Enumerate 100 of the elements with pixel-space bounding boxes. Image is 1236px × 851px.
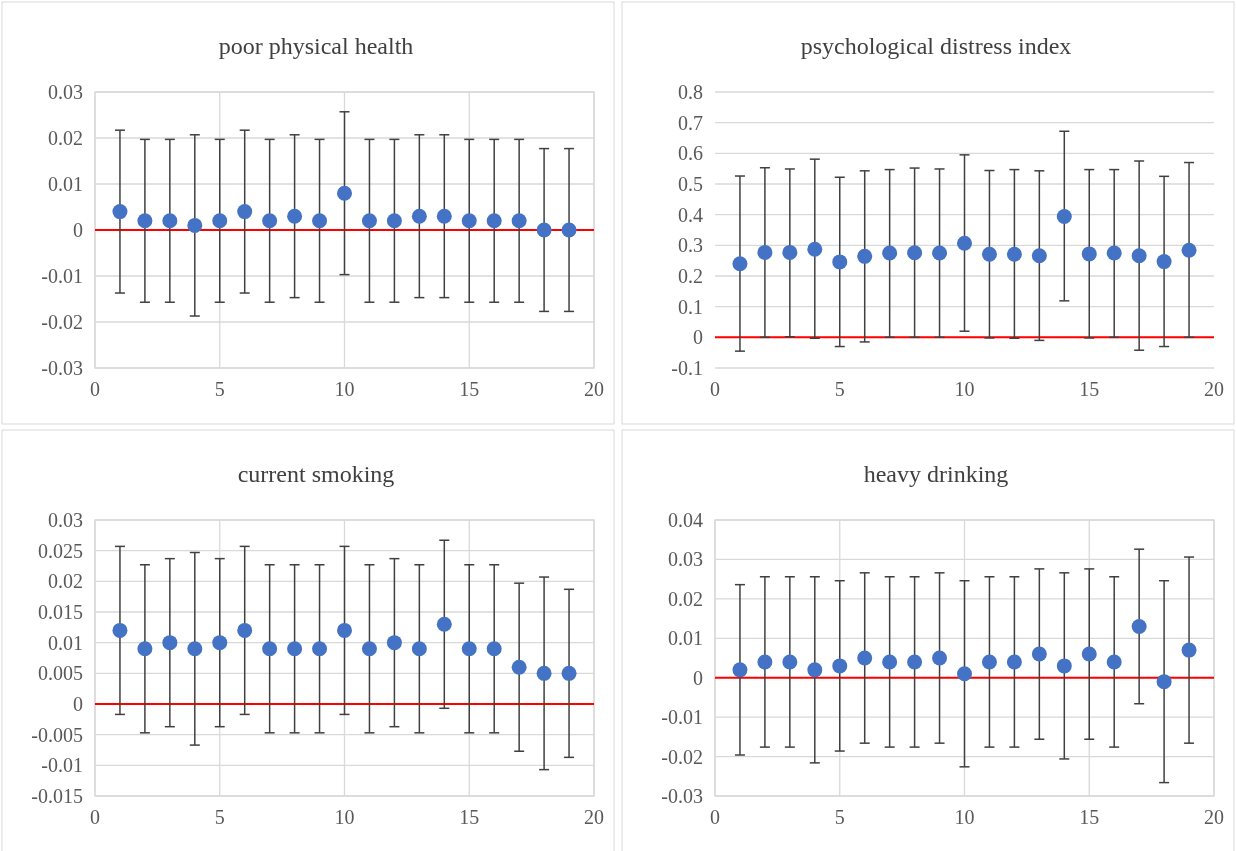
point — [137, 641, 153, 657]
x-tick-label: 20 — [584, 806, 604, 828]
point — [212, 635, 228, 651]
point — [411, 208, 427, 224]
point — [337, 185, 352, 201]
point — [312, 213, 328, 229]
point — [1106, 245, 1122, 261]
point — [262, 213, 278, 229]
point — [1006, 654, 1022, 670]
x-tick-label: 15 — [459, 378, 480, 400]
point — [162, 213, 178, 229]
point — [237, 204, 253, 220]
point — [932, 245, 948, 261]
point — [957, 666, 972, 682]
point — [907, 245, 923, 261]
point — [337, 622, 352, 638]
point — [187, 217, 203, 233]
chart-title: psychological distress index — [800, 33, 1072, 59]
x-tick-label: 0 — [90, 378, 100, 400]
point — [137, 213, 153, 229]
point — [1056, 658, 1072, 674]
x-tick-label: 15 — [1079, 378, 1100, 400]
point — [1181, 642, 1197, 658]
point — [882, 245, 898, 261]
point — [386, 213, 402, 229]
point — [732, 662, 748, 678]
x-tick-label: 5 — [214, 806, 225, 828]
y-tick-label: -0.01 — [41, 754, 83, 777]
point — [187, 641, 203, 657]
y-tick-label: -0.01 — [661, 706, 703, 729]
point — [1131, 618, 1147, 634]
y-tick-label: 0 — [693, 666, 703, 689]
point — [757, 244, 773, 260]
point — [486, 213, 502, 229]
y-tick-label: 0.6 — [678, 142, 703, 165]
x-tick-label: 0 — [710, 378, 720, 400]
point — [1081, 246, 1097, 262]
point — [461, 213, 477, 229]
point — [832, 658, 848, 674]
y-tick-label: -0.015 — [31, 785, 83, 807]
y-tick-label: -0.1 — [671, 357, 703, 379]
chart-title: poor physical health — [218, 33, 414, 59]
x-tick-label: 10 — [954, 378, 975, 400]
chart-title: current smoking — [237, 461, 395, 487]
y-tick-label: 0.02 — [668, 587, 703, 610]
point — [857, 650, 873, 666]
point — [561, 222, 577, 238]
point — [832, 254, 848, 270]
point — [807, 662, 823, 678]
point — [511, 659, 527, 675]
point — [1031, 646, 1047, 662]
point — [1106, 654, 1122, 670]
point — [807, 241, 823, 257]
y-tick-label: -0.03 — [41, 357, 83, 379]
point — [361, 213, 377, 229]
y-tick-label: -0.01 — [41, 265, 83, 287]
x-tick-label: 20 — [1204, 806, 1224, 828]
y-tick-label: 0.03 — [668, 548, 703, 571]
y-tick-label: 0.01 — [668, 627, 703, 650]
point — [536, 222, 552, 238]
point — [361, 641, 377, 657]
point — [1156, 254, 1172, 270]
y-tick-label: 0.04 — [668, 509, 703, 531]
point — [981, 246, 997, 262]
point — [732, 256, 748, 272]
y-tick-label: 0.3 — [678, 234, 703, 257]
y-tick-label: -0.02 — [41, 311, 83, 333]
point — [411, 641, 427, 657]
point — [511, 213, 527, 229]
y-tick-label: 0 — [73, 693, 83, 715]
point — [212, 213, 228, 229]
x-tick-label: 20 — [584, 378, 604, 400]
point — [287, 641, 303, 657]
x-tick-label: 5 — [834, 806, 845, 828]
y-tick-label: 0.015 — [38, 601, 83, 623]
y-tick-label: 0.2 — [678, 265, 703, 287]
point — [112, 622, 128, 638]
point — [981, 654, 997, 670]
point — [1131, 248, 1147, 264]
x-tick-label: 15 — [1079, 806, 1100, 828]
point — [1031, 248, 1047, 264]
y-tick-label: 0.8 — [678, 81, 703, 103]
y-tick-label: 0.02 — [48, 570, 83, 593]
point — [436, 208, 452, 224]
point — [1156, 674, 1172, 690]
chart-title: heavy drinking — [863, 461, 1009, 487]
y-tick-label: 0.01 — [48, 631, 83, 654]
point — [561, 665, 577, 681]
y-tick-label: 0.03 — [48, 81, 83, 103]
point — [237, 622, 253, 638]
point — [782, 654, 798, 670]
point — [461, 641, 477, 657]
y-tick-label: 0.7 — [678, 111, 703, 134]
point — [757, 654, 773, 670]
y-tick-label: -0.005 — [31, 723, 83, 746]
y-tick-label: 0 — [73, 219, 83, 241]
y-tick-label: 0.4 — [678, 203, 703, 226]
point — [907, 654, 923, 670]
y-tick-label: 0.02 — [48, 127, 83, 149]
x-tick-label: 10 — [954, 806, 975, 828]
